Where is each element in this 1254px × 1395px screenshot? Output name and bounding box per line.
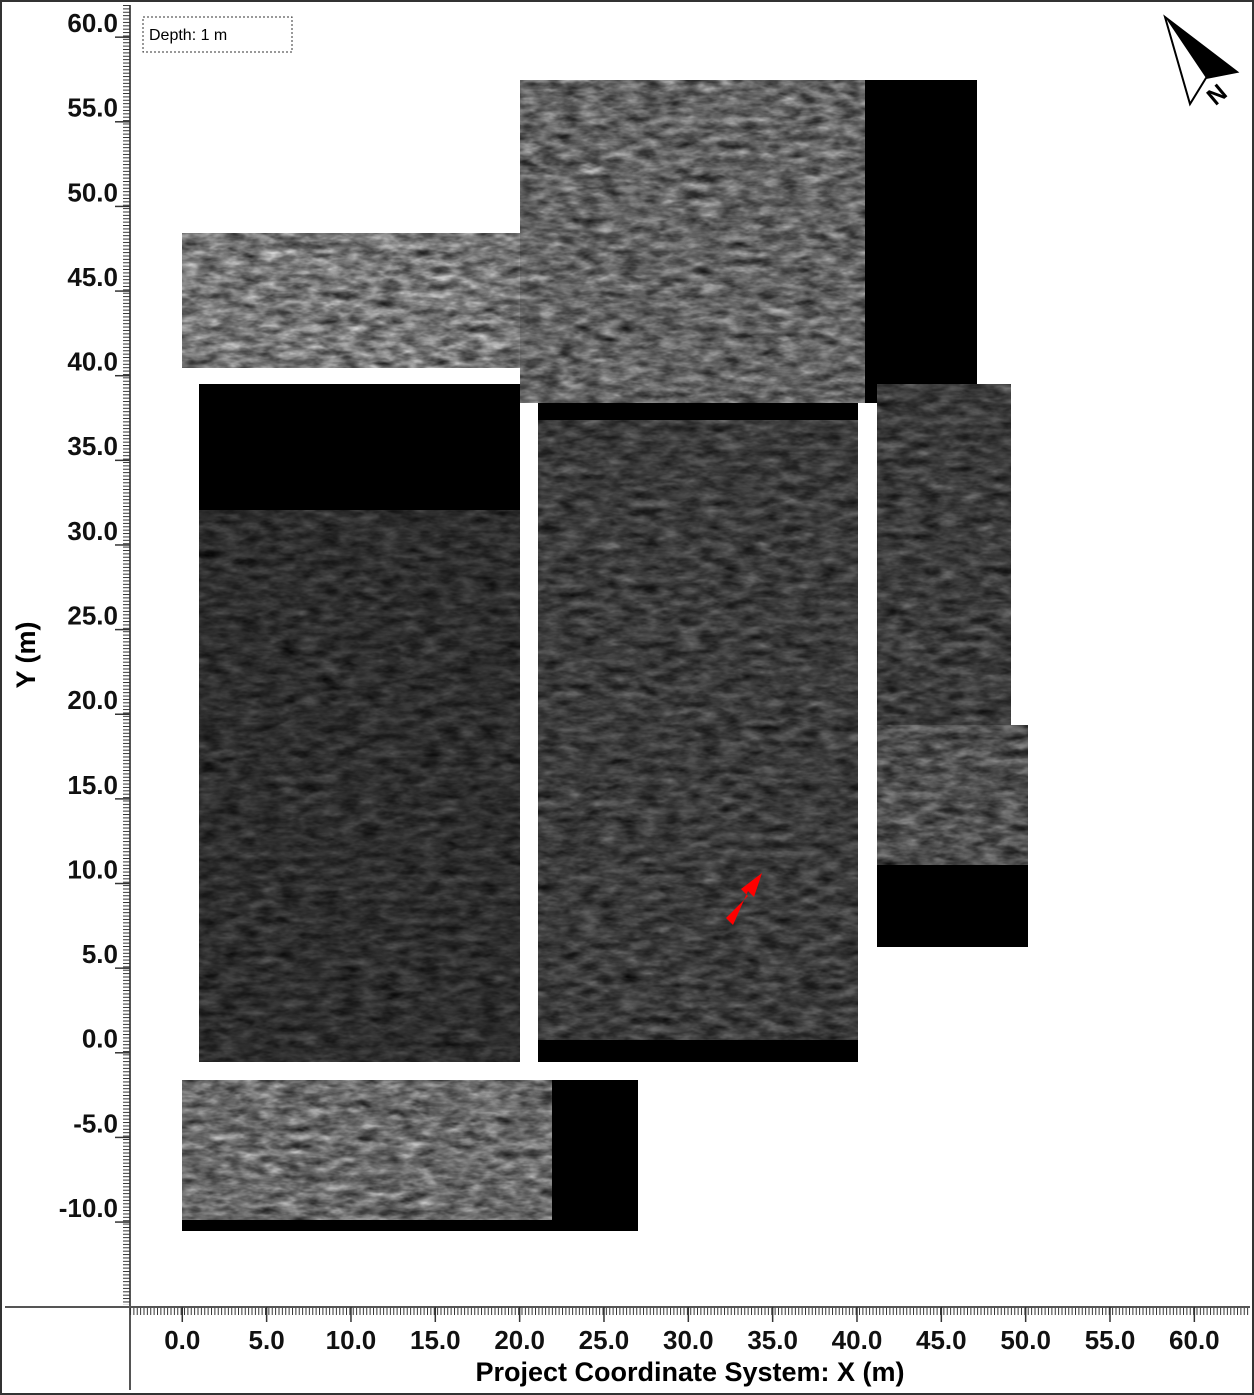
tile [520, 80, 977, 403]
y-tick-label: 55.0 [67, 93, 118, 123]
depth-label: Depth: 1 m [149, 27, 227, 44]
tile [182, 233, 520, 368]
depth-box [142, 16, 293, 53]
x-tick-label: 25.0 [579, 1325, 630, 1355]
tile [182, 1080, 638, 1231]
y-axis-label: Y (m) [11, 621, 41, 688]
red-arrow [726, 873, 762, 925]
tile [877, 384, 1011, 725]
y-tick-label: 10.0 [67, 854, 118, 884]
y-tick-label: -10.0 [59, 1193, 118, 1223]
x-tick-label: 10.0 [326, 1325, 377, 1355]
x-tick-label: 45.0 [916, 1325, 967, 1355]
x-tick-label: 15.0 [410, 1325, 461, 1355]
y-tick-label: 50.0 [67, 177, 118, 207]
y-tick-label: -5.0 [73, 1108, 118, 1138]
y-tick-label: 45.0 [67, 262, 118, 292]
y-tick-label: 35.0 [67, 431, 118, 461]
tile [538, 403, 858, 1062]
x-tick-label: 55.0 [1085, 1325, 1136, 1355]
x-tick-label: 0.0 [164, 1325, 200, 1355]
x-tick-label: 5.0 [249, 1325, 285, 1355]
y-minor-ticks [123, 5, 130, 1305]
x-tick-label: 30.0 [663, 1325, 714, 1355]
x-tick-label: 50.0 [1000, 1325, 1051, 1355]
tile [199, 384, 520, 1062]
y-tick-label: 60.0 [67, 8, 118, 38]
x-tick-label: 35.0 [747, 1325, 798, 1355]
y-tick-label: 0.0 [82, 1024, 118, 1054]
x-tick-label: 20.0 [494, 1325, 545, 1355]
x-minor-ticks [130, 1308, 1250, 1315]
tile [877, 725, 1028, 947]
y-tick-label: 5.0 [82, 939, 118, 969]
x-axis-label: Project Coordinate System: X (m) [475, 1357, 904, 1387]
y-tick-label: 20.0 [67, 685, 118, 715]
y-tick-label: 30.0 [67, 516, 118, 546]
y-tick-label: 25.0 [67, 600, 118, 630]
y-tick-label: 15.0 [67, 770, 118, 800]
survey-tiles [182, 80, 1028, 1231]
x-tick-label: 60.0 [1169, 1325, 1220, 1355]
y-tick-label: 40.0 [67, 347, 118, 377]
x-tick-label: 40.0 [832, 1325, 883, 1355]
